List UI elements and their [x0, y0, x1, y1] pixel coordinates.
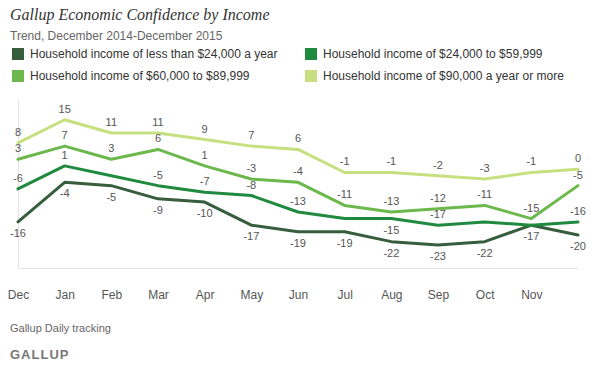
- x-tick-label: Apr: [196, 288, 215, 302]
- data-label: -5: [106, 191, 116, 203]
- legend-item: Household income of less than $24,000 a …: [12, 47, 278, 61]
- x-axis-line: [19, 268, 579, 269]
- x-tick: Jan: [55, 288, 74, 302]
- data-label: 11: [152, 116, 163, 128]
- x-tick-label: Jun: [289, 288, 308, 302]
- plot-area: [18, 120, 578, 245]
- data-label: -1: [526, 155, 536, 167]
- data-label: -8: [246, 179, 256, 191]
- x-tick-label: Oct: [476, 288, 495, 302]
- data-label: -6: [13, 172, 23, 184]
- data-label: -13: [290, 195, 306, 207]
- data-label: 6: [155, 132, 161, 144]
- data-label: -17: [523, 230, 539, 242]
- data-label: -17: [430, 208, 446, 220]
- series-line: [18, 166, 578, 225]
- data-label: -5: [573, 169, 583, 181]
- data-label: -22: [477, 247, 493, 259]
- x-tick-label: Nov: [521, 288, 542, 302]
- data-label: -7: [200, 175, 210, 187]
- data-label: -17: [243, 230, 259, 242]
- x-tick: Jun: [289, 288, 308, 302]
- data-label: -22: [383, 247, 399, 259]
- x-tick: Sep: [428, 288, 450, 302]
- data-label: 3: [15, 142, 21, 154]
- data-label: 7: [62, 129, 68, 141]
- data-label: -5: [153, 169, 163, 181]
- data-labels: -16-4-5-9-10-17-19-19-22-23-22-17-20-61-…: [10, 103, 586, 262]
- legend-item: Household income of $90,000 a year or mo…: [305, 69, 564, 83]
- series-line: [18, 146, 578, 218]
- data-label: -4: [60, 187, 70, 199]
- data-label: 7: [248, 129, 254, 141]
- x-tick-label: Jan: [55, 288, 74, 302]
- data-label: -2: [433, 159, 443, 171]
- data-label: -23: [430, 250, 446, 262]
- series-line: [18, 182, 578, 245]
- legend-label: Household income of $90,000 a year or mo…: [323, 69, 564, 83]
- x-tick-label: Feb: [101, 288, 122, 302]
- x-tick: May: [240, 288, 263, 302]
- x-axis: Dec Jan Feb Mar Apr May Jun Jul Aug Sep Oct Nov: [8, 269, 579, 302]
- source: Gallup Daily tracking: [10, 322, 111, 334]
- data-label: -19: [290, 237, 306, 249]
- legend-swatch: [12, 48, 24, 60]
- data-label: -4: [293, 165, 303, 177]
- x-tick-label: Mar: [148, 288, 169, 302]
- data-label: 11: [106, 116, 117, 128]
- data-label: 0: [575, 152, 581, 164]
- x-tick: Jul: [337, 288, 352, 302]
- legend-item: Household income of $24,000 to $59,999: [305, 47, 543, 61]
- data-label: -3: [480, 162, 490, 174]
- legend-label: Household income of less than $24,000 a …: [30, 47, 278, 61]
- data-label: 8: [15, 126, 21, 138]
- x-tick: Dec: [8, 288, 29, 302]
- data-label: -20: [570, 240, 586, 252]
- data-label: -11: [337, 188, 352, 200]
- data-label: -10: [197, 207, 213, 219]
- data-label: -19: [337, 237, 353, 249]
- legend-label: Household income of $60,000 to $89,999: [30, 69, 250, 83]
- data-label: -12: [430, 192, 446, 204]
- chart: Gallup Economic Confidence by Income Tren…: [0, 0, 594, 370]
- x-tick: Oct: [476, 288, 495, 302]
- x-tick-label: Sep: [428, 288, 450, 302]
- legend-item: Household income of $60,000 to $89,999: [12, 69, 250, 83]
- subtitle: Trend, December 2014-December 2015: [10, 29, 223, 43]
- legend-label: Household income of $24,000 to $59,999: [323, 47, 543, 61]
- x-tick: Aug: [381, 288, 402, 302]
- data-label: -1: [340, 155, 350, 167]
- x-tick-label: Dec: [8, 288, 29, 302]
- x-tick: Apr: [196, 288, 215, 302]
- data-label: -16: [10, 227, 26, 239]
- data-label: -3: [246, 162, 256, 174]
- legend: Household income of less than $24,000 a …: [12, 47, 564, 83]
- logo: GALLUP: [10, 347, 69, 362]
- x-tick-label: Jul: [337, 288, 352, 302]
- data-label: 9: [202, 123, 208, 135]
- data-label: 3: [108, 142, 114, 154]
- data-label: 15: [59, 103, 71, 115]
- title: Gallup Economic Confidence by Income: [10, 6, 269, 24]
- legend-swatch: [305, 70, 317, 82]
- x-tick-label: Aug: [381, 288, 402, 302]
- data-label: -1: [386, 155, 396, 167]
- series-line: [18, 120, 578, 179]
- data-label: 1: [202, 149, 208, 161]
- x-tick: Mar: [148, 288, 169, 302]
- x-tick: Nov: [521, 288, 542, 302]
- data-label: -13: [383, 195, 399, 207]
- x-tick: Feb: [101, 288, 122, 302]
- data-label: 6: [295, 132, 301, 144]
- data-label: -15: [383, 224, 399, 236]
- data-label: 1: [62, 149, 68, 161]
- data-label: -16: [570, 205, 586, 217]
- data-label: -15: [523, 202, 539, 214]
- legend-swatch: [305, 48, 317, 60]
- data-label: -11: [477, 188, 492, 200]
- x-tick-label: May: [240, 288, 263, 302]
- data-label: -9: [153, 204, 163, 216]
- legend-swatch: [12, 70, 24, 82]
